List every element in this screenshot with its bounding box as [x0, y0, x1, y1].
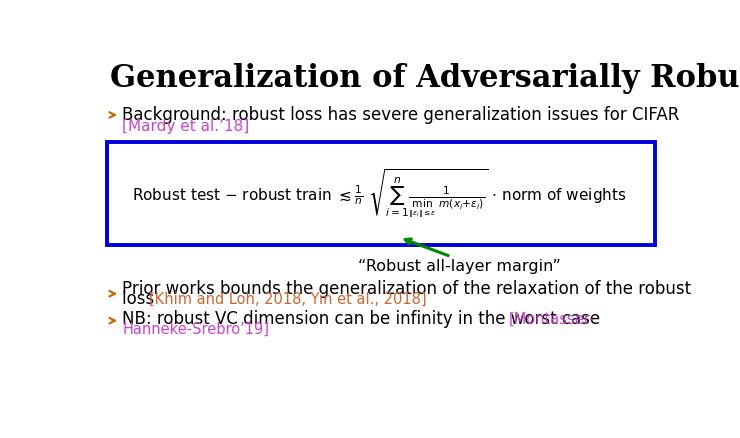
- Text: Prior works bounds the generalization of the relaxation of the robust: Prior works bounds the generalization of…: [122, 279, 691, 298]
- FancyBboxPatch shape: [107, 142, 655, 245]
- Text: [Montasser-: [Montasser-: [509, 311, 595, 326]
- Text: “Robust all-layer margin”: “Robust all-layer margin”: [358, 259, 561, 274]
- Text: NB: robust VC dimension can be infinity in the worst case: NB: robust VC dimension can be infinity …: [122, 310, 606, 328]
- Text: Hanneke-Srebro’19]: Hanneke-Srebro’19]: [122, 322, 269, 337]
- Text: [Mardy et al.’18]: [Mardy et al.’18]: [122, 119, 249, 134]
- Text: Generalization of Adversarially Robust Loss: Generalization of Adversarially Robust L…: [110, 63, 740, 94]
- Text: Background: robust loss has severe generalization issues for CIFAR: Background: robust loss has severe gener…: [122, 106, 680, 124]
- Text: [Khim and Loh, 2018, Yin et al., 2018]: [Khim and Loh, 2018, Yin et al., 2018]: [149, 292, 426, 307]
- Text: loss: loss: [122, 290, 160, 308]
- Text: Robust test $-$ robust train $\lesssim \frac{1}{n}$ $\sqrt{\sum_{i=1}^{n} \frac{: Robust test $-$ robust train $\lesssim \…: [132, 167, 627, 219]
